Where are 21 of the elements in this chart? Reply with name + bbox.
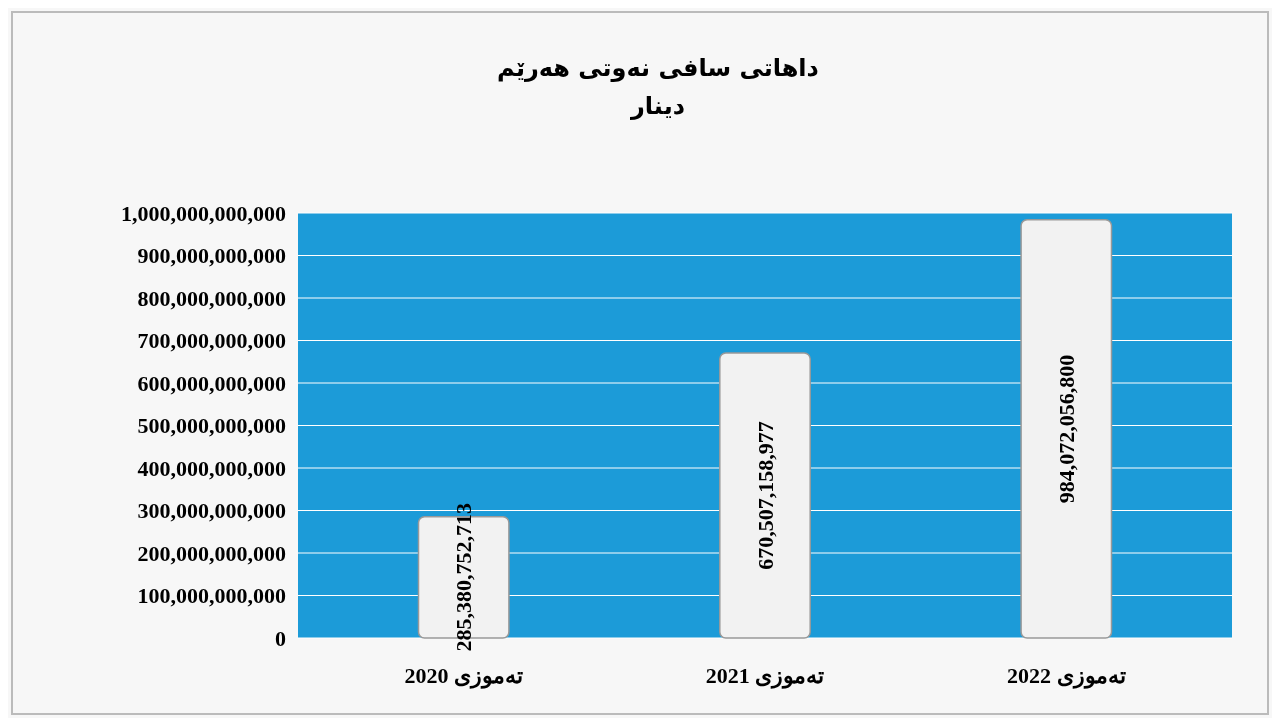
y-tick-label: 0 <box>275 625 286 651</box>
y-tick-label: 600,000,000,000 <box>137 370 286 396</box>
y-tick-label: 300,000,000,000 <box>137 498 286 523</box>
data-label: 984,072,056,800 <box>1053 354 1079 504</box>
y-tick-label: 400,000,000,000 <box>137 455 286 481</box>
y-tick-label: 700,000,000,000 <box>137 328 286 353</box>
bar <box>1020 219 1113 639</box>
x-tick-label: تەموزی 2021 <box>705 663 825 689</box>
y-tick-label: 800,000,000,000 <box>137 285 286 311</box>
x-tick-label: تەموزی 2020 <box>404 663 523 689</box>
y-tick-label: 100,000,000,000 <box>137 583 286 608</box>
y-tick-label: 200,000,000,000 <box>137 540 286 566</box>
data-label: 670,507,158,977 <box>752 421 778 570</box>
chart-title: داهاتی سافی نەوتی هەرێم <box>497 54 819 82</box>
y-tick-label: 900,000,000,000 <box>137 243 286 268</box>
chart-subtitle: دینار <box>630 92 685 120</box>
y-tick-label: 1,000,000,000,000 <box>121 200 286 226</box>
bar <box>719 352 811 639</box>
data-label: 285,380,752,713 <box>451 503 477 652</box>
y-tick-label: 500,000,000,000 <box>137 413 286 438</box>
x-tick-label: تەموزی 2022 <box>1007 663 1126 689</box>
